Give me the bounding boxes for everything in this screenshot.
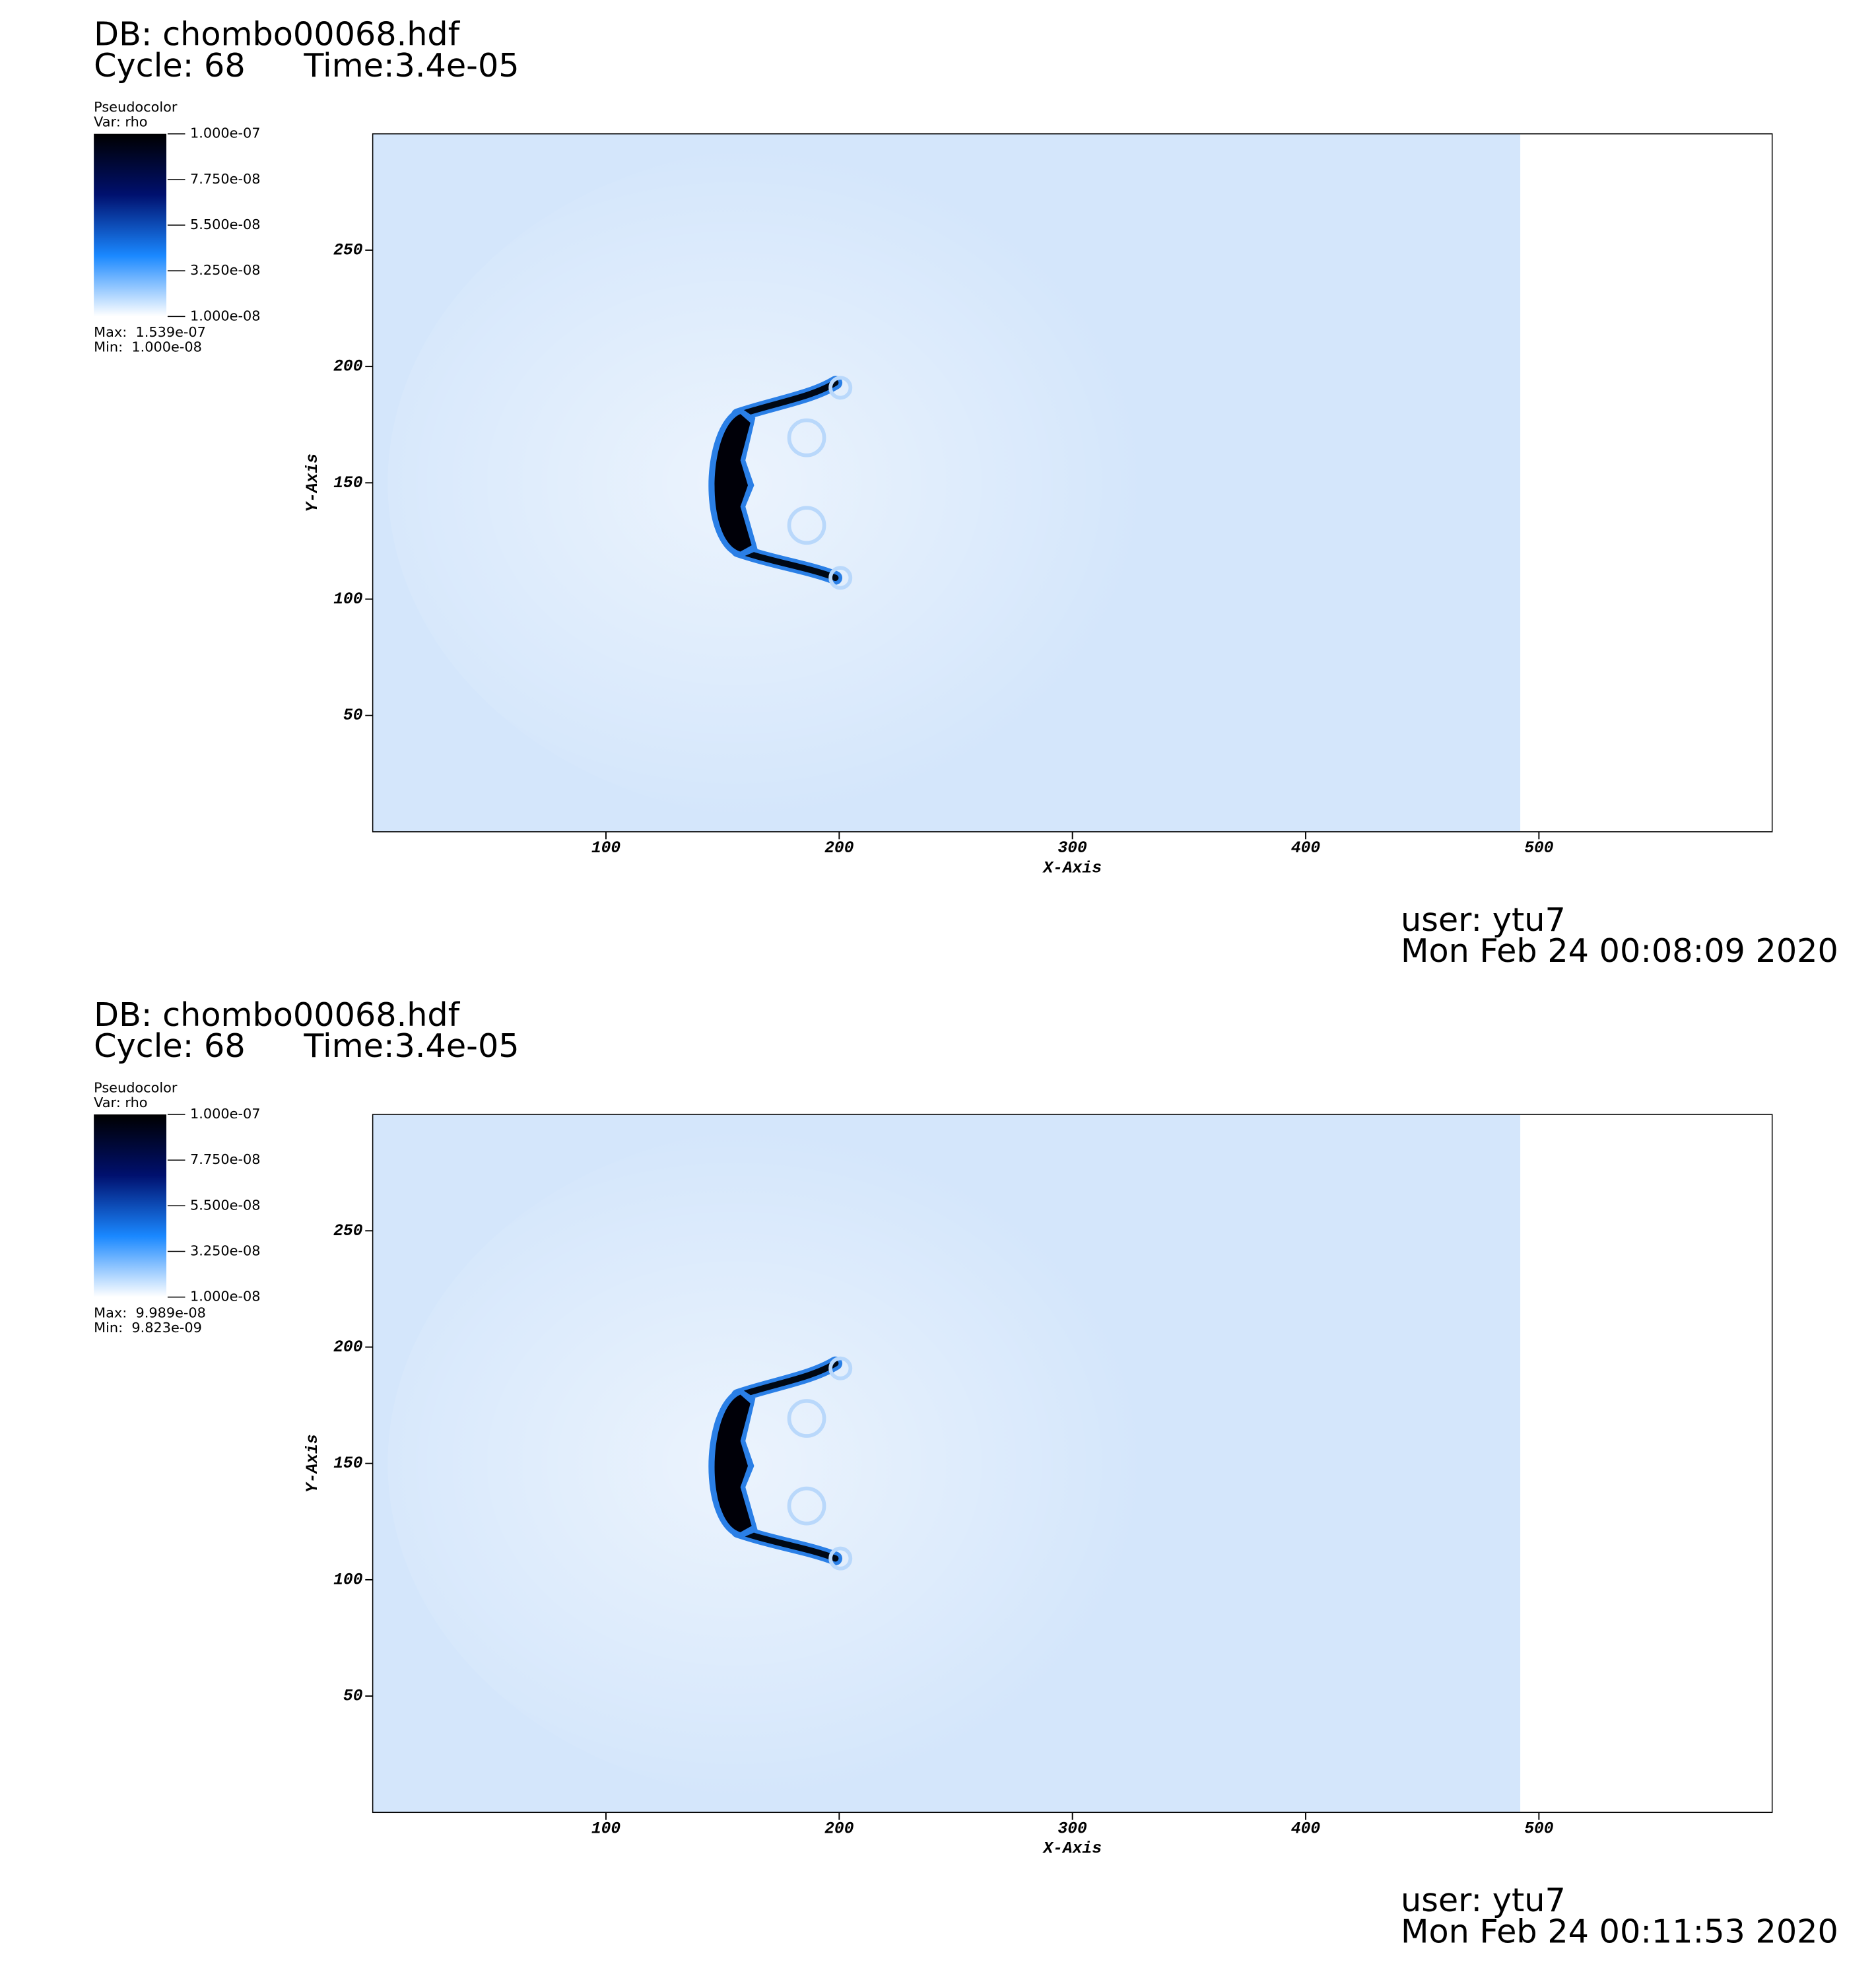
y-tick-label: 200 [333,358,363,376]
x-axis-title: X-Axis [1042,860,1102,877]
arm [735,380,839,582]
x-tick-label: 200 [824,1820,854,1838]
y-tick-label: 50 [343,707,363,725]
vortex [828,1546,853,1571]
db-title: DB: chombo00068.hdf [94,996,461,1034]
date: Mon Feb 24 00:08:09 2020 [1401,932,1838,970]
time: Time:3.4e-05 [303,1027,519,1065]
y-axis-title: Y-Axis [304,454,322,512]
legend-variable: Var: rho [94,1095,147,1110]
colorbar-tick-label: 3.250e-08 [190,1243,260,1259]
y-tick-label: 150 [333,475,363,493]
colorbar [94,1114,167,1297]
density-structure [708,1356,853,1571]
x-axis-title: X-Axis [1042,1841,1102,1858]
vortex [828,1356,853,1380]
x-tick-label: 200 [824,840,854,858]
field-shading [387,145,1213,821]
vortex [787,1486,826,1526]
cycle: Cycle: 68 [94,46,246,85]
x-tick-label: 100 [591,1820,621,1838]
colorbar [94,133,167,317]
y-tick-label: 250 [333,1223,363,1240]
blob [714,414,752,552]
blob [714,1394,752,1532]
x-tick-label: 300 [1058,840,1088,858]
y-tick-label: 200 [333,1339,363,1357]
legend-min: Min: 9.823e-09 [94,1320,202,1336]
y-tick-label: 100 [333,1571,363,1589]
y-tick-label: 150 [333,1455,363,1473]
y-tick-label: 250 [333,242,363,259]
vortex [828,376,853,400]
db-title: DB: chombo00068.hdf [94,15,461,53]
y-tick-label: 100 [333,591,363,609]
colorbar-tick-label: 5.500e-08 [190,1197,260,1213]
user: user: ytu7 [1401,900,1566,939]
x-tick-label: 400 [1291,840,1321,858]
time: Time:3.4e-05 [303,46,519,85]
cycle: Cycle: 68 [94,1027,246,1065]
field-shading [387,1126,1213,1802]
x-tick-label: 400 [1291,1820,1321,1838]
legend-max: Max: 1.539e-07 [94,324,206,340]
date: Mon Feb 24 00:11:53 2020 [1401,1913,1838,1951]
y-axis-title: Y-Axis [304,1434,322,1493]
density-structure [708,376,853,590]
colorbar-tick-label: 1.000e-08 [190,1289,260,1305]
vortex [787,1399,826,1438]
legend-max: Max: 9.989e-08 [94,1305,206,1320]
colorbar-tick-label: 1.000e-07 [190,125,260,141]
legend-min: Min: 1.000e-08 [94,339,202,355]
arm [735,1360,839,1562]
x-tick-label: 500 [1524,840,1554,858]
colorbar-tick-label: 7.750e-08 [190,1151,260,1167]
colorbar-tick-label: 3.250e-08 [190,262,260,278]
vortex [787,418,826,458]
y-tick-label: 50 [343,1688,363,1706]
vortex [787,506,826,545]
x-tick-label: 300 [1058,1820,1088,1838]
legend-variable: Var: rho [94,114,147,130]
x-tick-label: 100 [591,840,621,858]
colorbar-tick-label: 1.000e-07 [190,1106,260,1122]
user: user: ytu7 [1401,1881,1566,1919]
vortex [828,566,853,590]
colorbar-tick-label: 7.750e-08 [190,171,260,187]
colorbar-tick-label: 1.000e-08 [190,308,260,323]
x-tick-label: 500 [1524,1820,1554,1838]
legend-title: Pseudocolor [94,1079,178,1095]
legend-title: Pseudocolor [94,99,178,115]
colorbar-tick-label: 5.500e-08 [190,217,260,232]
